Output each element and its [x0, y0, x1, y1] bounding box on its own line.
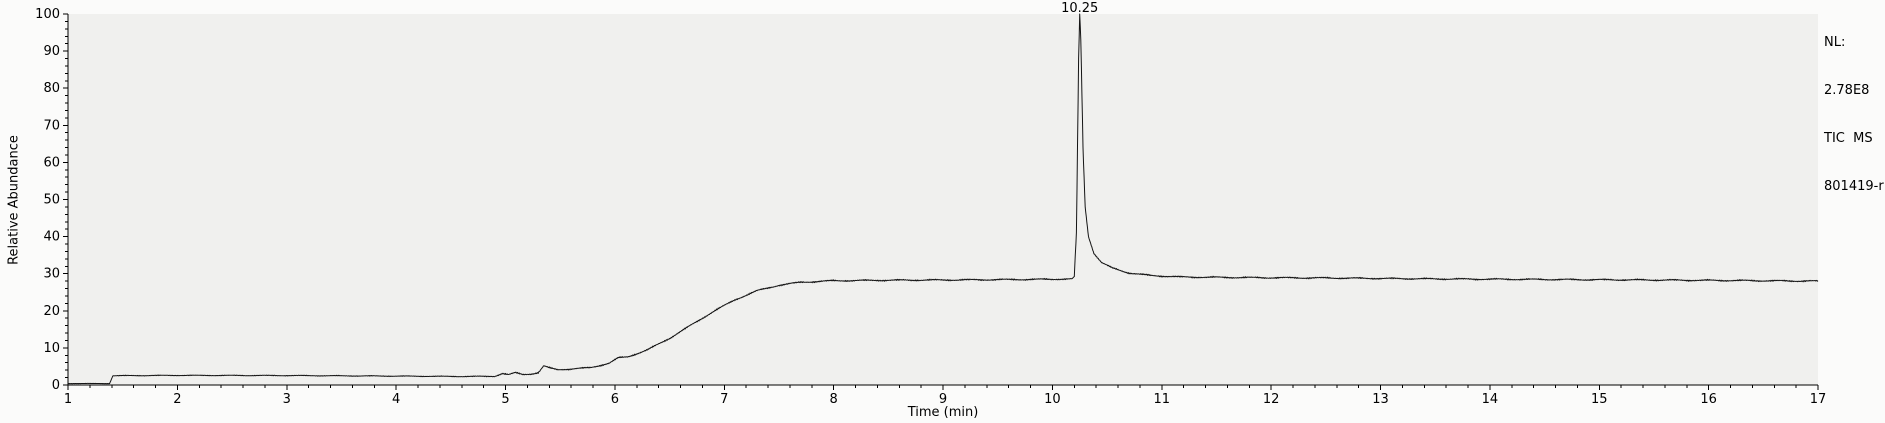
- x-tick-label: 17: [1810, 392, 1827, 407]
- x-tick-label: 1: [64, 392, 72, 407]
- y-axis-title: Relative Abundance: [6, 135, 22, 265]
- scan-header-line-nl: NL:: [1824, 35, 1846, 50]
- x-tick-label: 11: [1153, 392, 1170, 407]
- x-tick-label: 7: [720, 392, 728, 407]
- x-tick-label: 3: [283, 392, 291, 407]
- x-tick-label: 10: [1044, 392, 1061, 407]
- y-tick-label: 40: [43, 230, 60, 245]
- y-tick-label: 10: [43, 341, 60, 356]
- x-tick-label: 8: [829, 392, 837, 407]
- x-tick-label: 9: [939, 392, 947, 407]
- x-tick-label: 12: [1263, 392, 1280, 407]
- peak-retention-time-label: 10.25: [1061, 1, 1098, 16]
- tic-trace: [68, 13, 1819, 385]
- y-tick-label: 30: [43, 267, 60, 282]
- y-tick-label: 100: [35, 7, 60, 22]
- y-tick-label: 20: [43, 304, 60, 319]
- y-tick-label: 80: [43, 81, 60, 96]
- y-tick-label: 90: [43, 44, 60, 59]
- y-axis: 0 10 20 30 40 50 60 70 80 90 100: [35, 7, 68, 393]
- x-tick-label: 13: [1372, 392, 1389, 407]
- x-tick-label: 2: [173, 392, 181, 407]
- scan-header: NL: 2.78E8 TIC MS 801419-r: [1824, 3, 1884, 227]
- scan-header-line-detector: TIC MS: [1824, 131, 1873, 146]
- scan-header-line-intensity: 2.78E8: [1824, 83, 1870, 98]
- x-tick-label: 4: [392, 392, 400, 407]
- y-tick-label: 50: [43, 193, 60, 208]
- x-tick-label: 16: [1700, 392, 1717, 407]
- x-tick-label: 5: [501, 392, 509, 407]
- y-tick-label: 0: [52, 378, 60, 393]
- x-tick-label: 14: [1482, 392, 1499, 407]
- x-axis-title: Time (min): [907, 405, 979, 420]
- x-tick-label: 6: [611, 392, 619, 407]
- y-tick-label: 60: [43, 155, 60, 170]
- scan-header-line-file: 801419-r: [1824, 179, 1884, 194]
- x-tick-label: 15: [1591, 392, 1608, 407]
- y-tick-label: 70: [43, 118, 60, 133]
- x-axis: 1 2 3 4 5 6 7 8 9 10 11 12 13 14 15 16 17: [64, 385, 1826, 407]
- plot-background: [68, 14, 1818, 385]
